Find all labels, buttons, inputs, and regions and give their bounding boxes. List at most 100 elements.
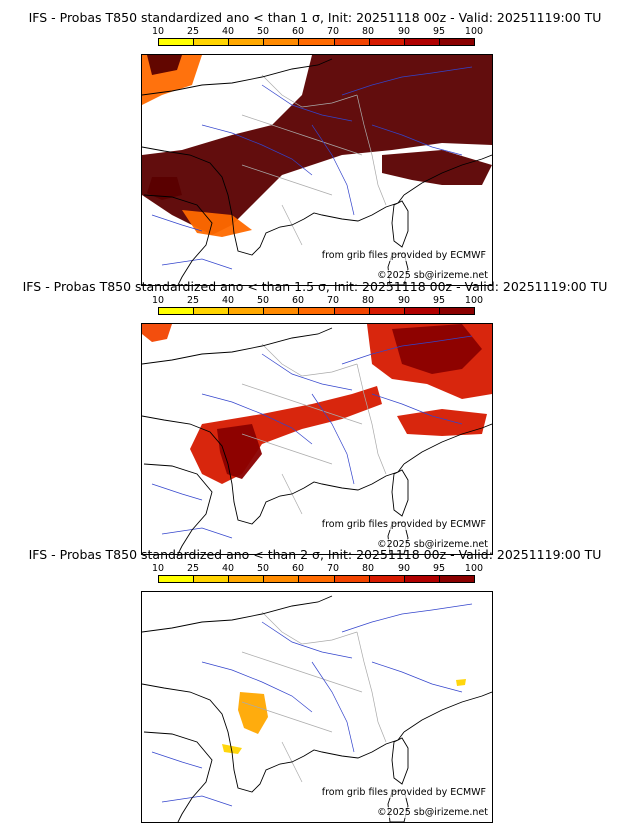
island-outline — [391, 469, 409, 517]
river-line — [201, 661, 313, 713]
probability-area — [382, 150, 492, 185]
coastline — [403, 423, 492, 465]
colorbar-swatch — [404, 39, 440, 45]
map-svg — [142, 324, 492, 554]
colorbar-label: 90 — [397, 295, 411, 306]
colorbar-label: 50 — [256, 295, 270, 306]
river-line — [151, 483, 203, 501]
border-line — [241, 433, 333, 465]
colorbar-swatch — [369, 39, 405, 45]
colorbar-label: 95 — [432, 26, 446, 37]
colorbar-swatch — [404, 308, 440, 314]
colorbar-swatch — [229, 576, 265, 582]
coastline — [142, 595, 333, 633]
coastline — [403, 154, 492, 196]
colorbar-label: 60 — [291, 295, 305, 306]
colorbar-swatch — [369, 576, 405, 582]
colorbar-swatch — [264, 39, 300, 45]
panel-title: IFS - Probas T850 standardized ano < tha… — [28, 10, 602, 25]
coastline — [142, 58, 333, 96]
colorbar-label: 95 — [432, 563, 446, 574]
probability-map: from grib files provided by ECMWF ©2025 … — [141, 323, 493, 555]
credit-text: from grib files provided by ECMWF — [321, 519, 486, 530]
colorbar-swatch — [194, 39, 230, 45]
coastline — [142, 146, 405, 256]
panel-title: IFS - Probas T850 standardized ano < tha… — [28, 547, 602, 562]
colorbar — [158, 38, 475, 46]
colorbar-label: 50 — [256, 26, 270, 37]
colorbar-label: 90 — [397, 26, 411, 37]
coastline — [142, 683, 405, 793]
probability-area — [456, 679, 466, 686]
colorbar-swatch — [439, 39, 474, 45]
probability-map: from grib files provided by ECMWF ©2025 … — [141, 54, 493, 286]
credit-text: from grib files provided by ECMWF — [321, 787, 486, 798]
colorbar-label: 60 — [291, 563, 305, 574]
colorbar-swatch — [194, 576, 230, 582]
colorbar-labels: 10 25 40 50 60 70 80 90 95 100 — [140, 26, 483, 38]
colorbar-label: 95 — [432, 295, 446, 306]
colorbar-swatch — [264, 576, 300, 582]
probability-area — [397, 409, 487, 436]
border-line — [241, 164, 333, 196]
river-line — [151, 751, 203, 769]
river-line — [161, 258, 233, 270]
colorbar-label: 25 — [186, 26, 200, 37]
river-line — [261, 84, 353, 122]
colorbar-label: 80 — [361, 295, 375, 306]
coastline — [142, 327, 333, 365]
colorbar-label: 25 — [186, 563, 200, 574]
colorbar-swatch — [299, 576, 335, 582]
copyright-text: ©2025 sb@irizeme.net — [377, 807, 488, 818]
river-line — [311, 661, 355, 753]
coastline — [143, 463, 213, 554]
probability-map: from grib files provided by ECMWF ©2025 … — [141, 591, 493, 823]
coastline — [403, 691, 492, 733]
colorbar-swatch — [369, 308, 405, 314]
colorbar-swatch — [439, 308, 474, 314]
colorbar-swatch — [159, 308, 195, 314]
probability-area — [142, 55, 492, 235]
river-line — [201, 393, 313, 445]
colorbar-swatch — [334, 576, 370, 582]
colorbar-label: 60 — [291, 26, 305, 37]
colorbar-label: 80 — [361, 563, 375, 574]
colorbar-swatch — [334, 308, 370, 314]
river-line — [371, 661, 463, 693]
river-line — [341, 603, 473, 633]
colorbar-labels: 10 25 40 50 60 70 80 90 95 100 — [140, 563, 483, 575]
colorbar-label: 10 — [151, 563, 165, 574]
panel-title: IFS - Probas T850 standardized ano < tha… — [22, 279, 608, 294]
colorbar-swatch — [299, 308, 335, 314]
colorbar-swatch — [264, 308, 300, 314]
colorbar-labels: 10 25 40 50 60 70 80 90 95 100 — [140, 295, 483, 307]
probability-area — [222, 744, 242, 754]
river-line — [261, 621, 353, 659]
border-line — [261, 611, 358, 645]
river-line — [371, 393, 463, 425]
border-line — [356, 631, 387, 743]
colorbar-label: 70 — [326, 295, 340, 306]
colorbar-swatch — [334, 39, 370, 45]
colorbar-swatch — [299, 39, 335, 45]
river-line — [311, 124, 355, 216]
panel-1: IFS - Probas T850 standardized ano < tha… — [0, 10, 630, 286]
river-line — [341, 66, 473, 96]
colorbar-label: 70 — [326, 26, 340, 37]
colorbar-label: 80 — [361, 26, 375, 37]
colorbar-swatch — [159, 39, 195, 45]
island-outline — [391, 200, 409, 248]
border-line — [261, 343, 358, 377]
river-line — [371, 124, 463, 156]
island-outline — [391, 737, 409, 785]
copyright-text: ©2025 sb@irizeme.net — [377, 539, 488, 550]
border-line — [241, 701, 333, 733]
coastline — [142, 415, 405, 525]
colorbar-label: 100 — [464, 26, 484, 37]
colorbar-label: 40 — [221, 26, 235, 37]
colorbar-swatch — [404, 576, 440, 582]
colorbar-label: 90 — [397, 563, 411, 574]
probability-area — [392, 324, 482, 374]
river-line — [151, 214, 203, 232]
colorbar-label: 40 — [221, 563, 235, 574]
